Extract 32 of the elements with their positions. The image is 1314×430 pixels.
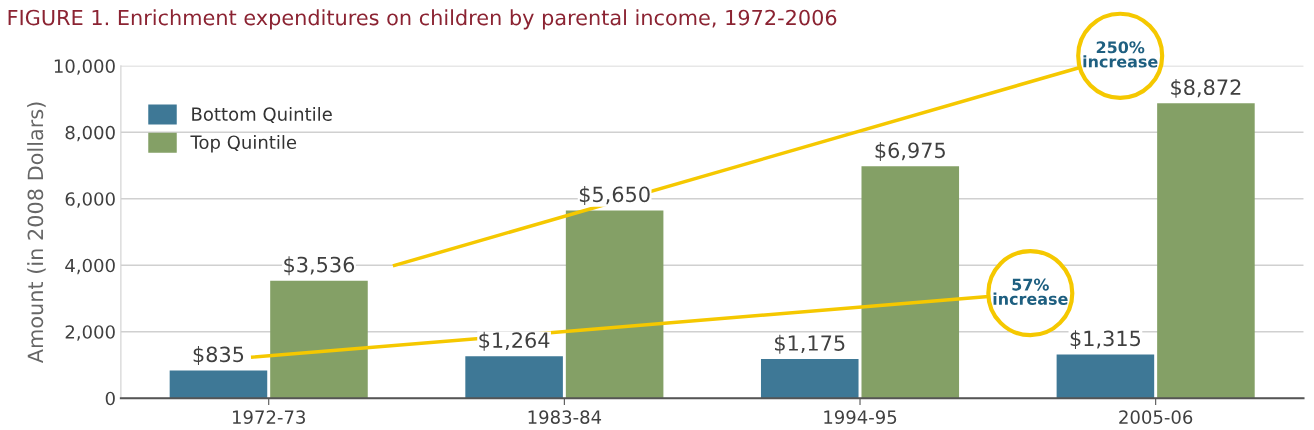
data-label: $6,975	[875, 142, 945, 161]
bar	[465, 356, 563, 399]
y-tick-label: 0	[105, 391, 115, 406]
bar	[169, 370, 268, 399]
bar	[861, 166, 960, 399]
x-tick-label: 1983-84	[528, 410, 602, 424]
bar	[565, 210, 664, 399]
y-tick-label: 10,000	[54, 59, 115, 75]
y-tick-label: 4,000	[65, 258, 115, 275]
data-label: $3,536	[284, 256, 355, 276]
y-tick-label: 2,000	[65, 325, 115, 341]
legend-label: Bottom Quintile	[192, 106, 332, 123]
bar	[1056, 354, 1155, 399]
data-label: $1,264	[479, 331, 550, 351]
data-label: $835	[193, 346, 244, 365]
annotation: 57% increase	[993, 278, 1068, 305]
data-label: $8,872	[1171, 78, 1241, 98]
y-tick-label: 6,000	[65, 192, 115, 208]
x-tick-label: 1994-95	[824, 410, 897, 424]
y-tick-label: 8,000	[65, 125, 115, 142]
data-label: $5,650	[579, 186, 650, 205]
bar	[1157, 103, 1255, 399]
x-tick-label: 1972-73	[232, 410, 305, 424]
annotation: 250% increase	[1083, 41, 1158, 68]
bar	[270, 280, 368, 399]
x-tick-label: 2005-06	[1119, 410, 1193, 424]
legend-label: Top Quintile	[190, 135, 297, 153]
y-axis-title: Amount (in 2008 Dollars)	[27, 102, 46, 364]
chart-title: FIGURE 1. Enrichment expenditures on children by parental income, 1972-2006	[8, 9, 837, 30]
bar	[760, 359, 859, 399]
data-label: $1,175	[775, 334, 845, 354]
data-label: $1,315	[1070, 330, 1141, 350]
